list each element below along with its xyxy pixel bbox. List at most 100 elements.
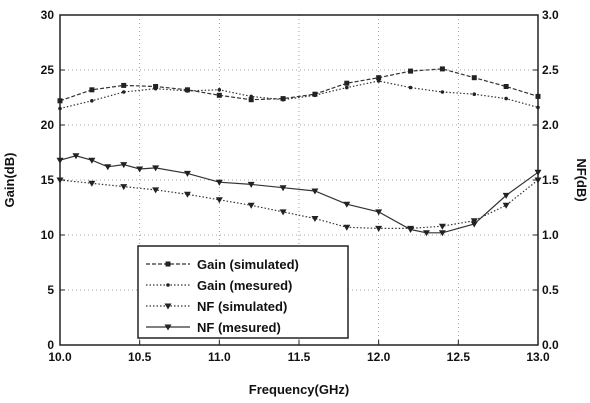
data-point	[407, 227, 415, 233]
data-point	[120, 162, 128, 169]
data-point	[153, 86, 158, 91]
data-point	[343, 224, 351, 231]
y-tick-label: 20	[41, 118, 55, 132]
y-tick-label: 5	[47, 283, 54, 297]
data-point	[104, 164, 112, 171]
data-point	[249, 94, 253, 99]
data-point	[72, 153, 80, 160]
data-point	[57, 98, 63, 104]
data-point	[281, 97, 285, 102]
legend-box	[137, 245, 349, 339]
data-point	[535, 93, 541, 99]
data-point	[408, 68, 414, 74]
y-tick-label: 15	[41, 173, 55, 187]
data-point	[311, 188, 319, 195]
data-point	[136, 166, 144, 173]
data-point	[215, 197, 223, 204]
data-point	[375, 209, 383, 216]
data-point	[343, 201, 351, 208]
x-tick-label: 10.0	[48, 350, 72, 364]
data-point	[279, 185, 287, 192]
legend-marker	[164, 303, 172, 310]
y-tick-label: 10	[41, 228, 55, 242]
data-point	[375, 225, 383, 232]
data-point	[152, 187, 160, 194]
x-tick-label: 11.0	[208, 350, 231, 364]
x-tick-label: 12.5	[447, 350, 471, 364]
data-point	[504, 96, 508, 101]
data-point	[183, 170, 191, 177]
data-point	[121, 90, 126, 94]
data-point	[153, 84, 159, 89]
data-point	[502, 202, 510, 209]
y2-tick-label: 1.5	[542, 173, 559, 187]
legend-label: NF (mesured)	[197, 320, 281, 335]
legend: Gain (simulated) Gain (mesured) NF (simula…	[137, 245, 349, 339]
data-point	[536, 105, 540, 110]
y-tick-label: 25	[41, 63, 55, 77]
data-point	[470, 218, 478, 225]
data-point	[470, 221, 478, 228]
legend-label: Gain (simulated)	[197, 257, 299, 272]
y2-axis-title: NF(dB)	[574, 158, 589, 201]
series-3	[56, 153, 542, 237]
y2-tick-label: 3.0	[542, 8, 559, 22]
series-1	[58, 79, 540, 111]
data-point	[438, 230, 446, 237]
y2-tick-label: 0.5	[542, 283, 559, 297]
data-point	[439, 66, 445, 72]
y-tick-label: 0	[47, 338, 54, 352]
x-axis-title: Frequency(GHz)	[249, 382, 349, 397]
legend-marker	[164, 324, 172, 331]
data-point	[279, 209, 287, 216]
data-point	[89, 87, 95, 93]
data-point	[313, 93, 317, 98]
data-point	[152, 165, 160, 172]
data-point	[88, 180, 96, 187]
y-tick-label: 30	[41, 8, 55, 22]
data-point	[248, 97, 254, 103]
legend-marker	[166, 283, 170, 287]
data-point	[183, 191, 191, 198]
data-point	[311, 216, 319, 222]
data-point	[438, 223, 446, 230]
data-point	[217, 88, 222, 92]
y-axis-title: Gain(dB)	[2, 153, 17, 208]
tick-group: 10.0 10.5 11.0 11.5 12.0 12.5 13.0 0 5 10 15 20 25 30…	[41, 8, 559, 364]
data-point	[215, 179, 223, 186]
data-point	[247, 202, 255, 209]
data-point	[376, 75, 382, 81]
series-line	[59, 68, 539, 102]
series-line	[59, 80, 539, 110]
y2-tick-label: 2.5	[542, 63, 559, 77]
data-point	[422, 230, 430, 237]
data-point	[88, 157, 96, 164]
legend-label: NF (simulated)	[197, 299, 287, 314]
y2-tick-label: 0.0	[542, 338, 559, 352]
y2-tick-label: 1.0	[542, 228, 559, 242]
data-point	[502, 192, 510, 199]
x-tick-label: 11.5	[288, 350, 311, 364]
x-tick-label: 12.0	[367, 350, 391, 364]
series-group	[56, 66, 542, 237]
data-point	[121, 82, 127, 88]
data-point	[247, 181, 255, 188]
data-point	[376, 79, 381, 83]
data-point	[185, 89, 190, 93]
data-point	[345, 85, 349, 90]
series-line	[59, 179, 539, 229]
x-tick-label: 10.5	[128, 350, 152, 364]
data-point	[58, 106, 62, 111]
data-point	[472, 92, 477, 96]
x-tick-label: 13.0	[526, 350, 550, 364]
data-point	[90, 99, 94, 103]
data-point	[216, 92, 222, 98]
data-point	[503, 84, 509, 89]
legend-label: Gain (mesured)	[197, 278, 292, 293]
data-point	[440, 90, 445, 94]
y2-tick-label: 2.0	[542, 118, 559, 132]
series-line	[59, 155, 539, 234]
legend-marker	[165, 261, 171, 267]
data-point	[120, 184, 128, 191]
